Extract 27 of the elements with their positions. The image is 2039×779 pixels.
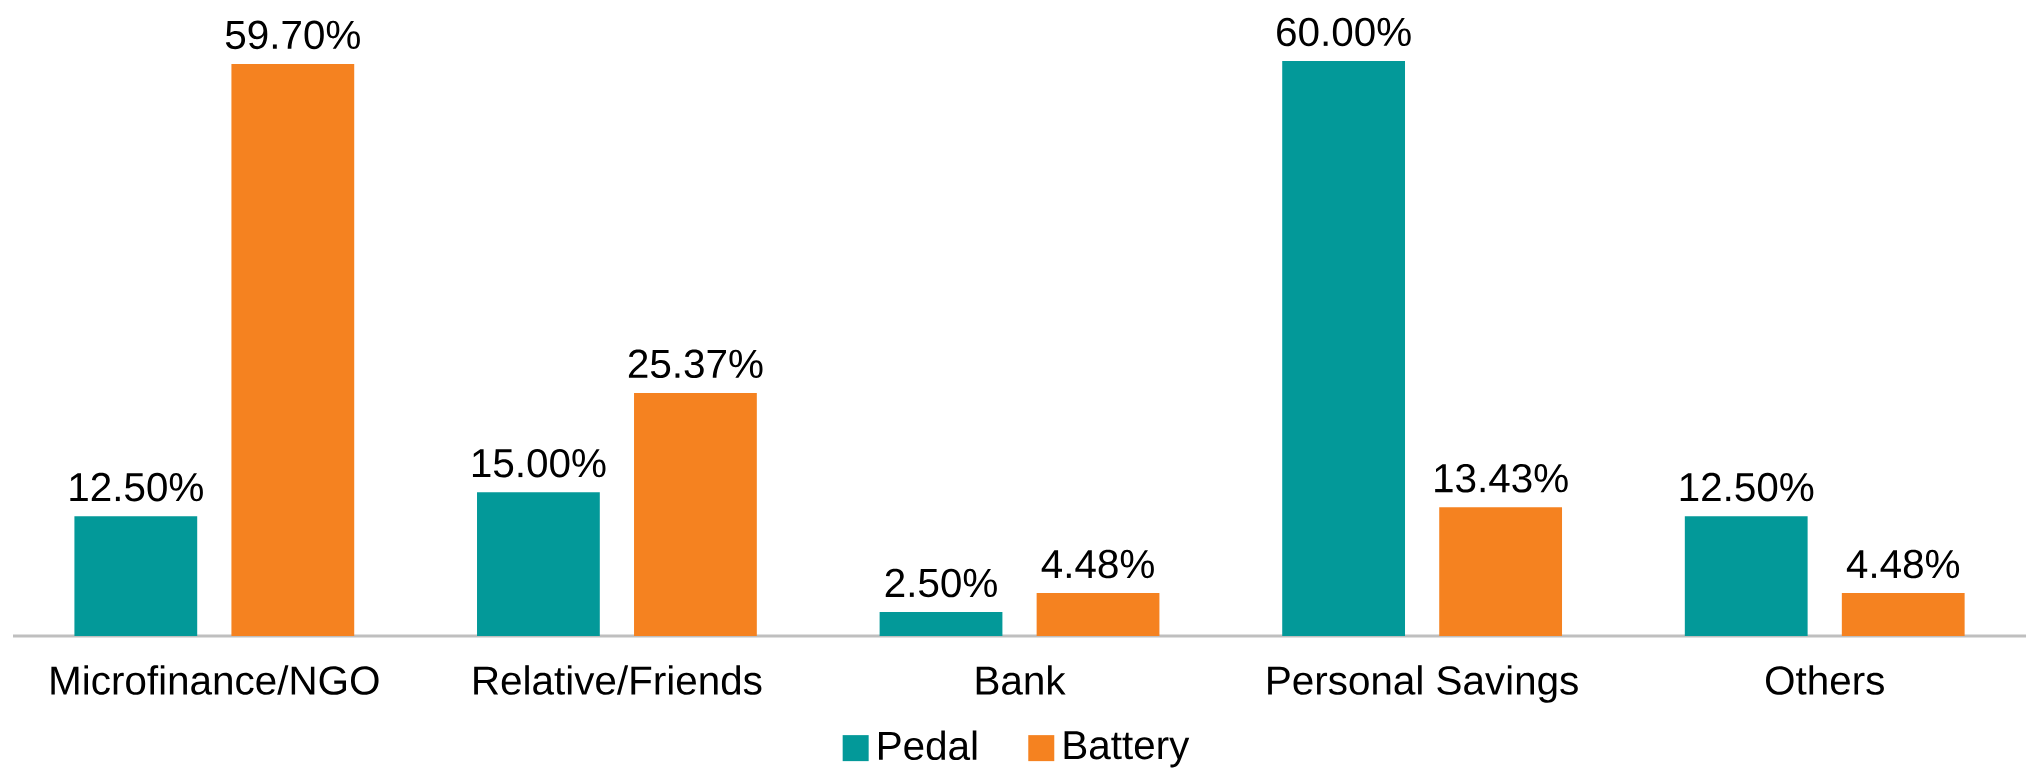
legend-label: Battery — [1064, 731, 1190, 768]
legend-label: Pedal — [879, 730, 977, 761]
bar — [1841, 593, 1965, 636]
x-tick-label: Bank — [976, 665, 1066, 695]
data-label: 25.37% — [628, 349, 763, 379]
x-tick-label: Relative/Friends — [474, 665, 762, 695]
data-label: 12.50% — [70, 472, 203, 502]
bar — [1684, 516, 1808, 636]
bar — [477, 492, 600, 636]
x-tick-label: Microfinance/NGO — [51, 665, 379, 695]
bar — [1439, 507, 1563, 636]
data-label: 60.00% — [1277, 17, 1411, 47]
bar — [1036, 593, 1160, 636]
data-label: 59.70% — [225, 20, 360, 50]
bar — [879, 612, 1003, 636]
bar — [74, 516, 198, 636]
data-label: 4.48% — [1846, 549, 1960, 579]
bar — [1282, 61, 1406, 636]
data-label: 13.43% — [1435, 463, 1568, 493]
data-label: 4.48% — [1041, 549, 1154, 579]
x-tick-label: Personal Savings — [1268, 665, 1578, 703]
bar — [231, 63, 355, 636]
data-label: 15.00% — [472, 448, 606, 478]
bar — [634, 392, 757, 636]
x-tick-label: Others — [1766, 665, 1884, 695]
data-label: 12.50% — [1680, 472, 1814, 502]
data-label: 2.50% — [885, 568, 997, 598]
